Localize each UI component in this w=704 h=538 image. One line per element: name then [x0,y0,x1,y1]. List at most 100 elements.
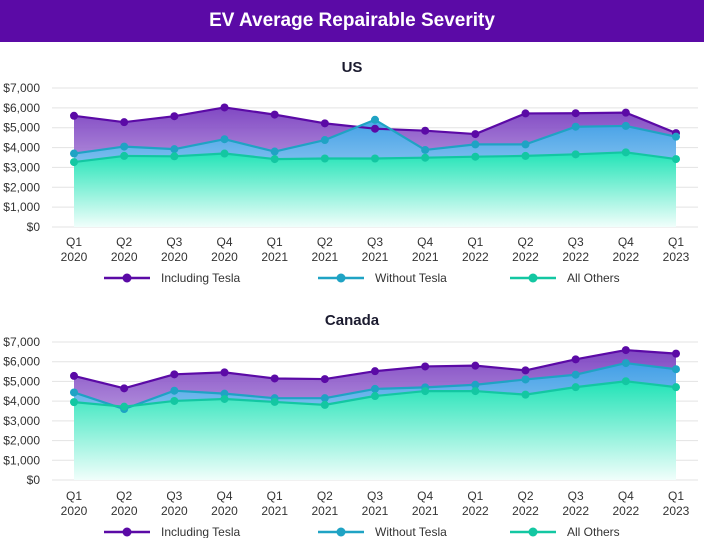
point-including-tesla [621,108,630,117]
point-including-tesla [320,375,329,384]
y-tick-label: $4,000 [3,141,40,155]
x-tick-label: Q1 [267,489,283,503]
point-all-others [672,383,680,392]
y-tick-label: $1,000 [3,453,40,467]
point-including-tesla [521,366,530,375]
chart-title-canada: Canada [324,312,380,329]
x-tick-label: Q2 [517,489,533,503]
point-including-tesla [270,110,279,119]
x-tick-label: 2020 [111,504,138,518]
point-including-tesla [220,368,229,377]
point-without-tesla [621,121,630,130]
point-including-tesla [371,124,379,133]
x-tick-label: 2021 [362,504,389,518]
point-all-others [270,155,279,164]
point-all-others [120,402,129,411]
point-without-tesla [170,386,179,395]
point-all-others [421,153,430,162]
legend-label-without-tesla: Without Tesla [375,271,447,285]
x-tick-label: Q4 [417,489,433,503]
point-all-others [320,400,329,409]
x-tick-label: 2022 [512,250,539,264]
point-without-tesla [170,145,179,154]
point-all-others [320,154,329,163]
x-tick-label: Q1 [668,489,684,503]
x-tick-label: 2022 [612,504,639,518]
point-without-tesla [270,147,279,156]
y-tick-label: $6,000 [3,101,40,115]
x-tick-label: Q4 [618,489,634,503]
y-tick-label: $7,000 [3,335,40,349]
x-tick-label: 2021 [311,250,338,264]
point-without-tesla [220,135,229,144]
point-including-tesla [421,126,430,135]
point-including-tesla [70,371,78,380]
x-tick-label: Q2 [517,235,533,249]
point-all-others [471,152,480,161]
point-all-others [672,155,680,164]
point-without-tesla [571,122,580,131]
x-tick-label: 2022 [462,250,489,264]
point-including-tesla [521,109,530,118]
legend-label-all-others: All Others [567,271,620,285]
x-tick-label: 2020 [61,250,88,264]
x-tick-label: 2022 [612,250,639,264]
y-tick-label: $0 [27,473,41,487]
y-tick-label: $1,000 [3,200,40,214]
legend-marker-without-tesla [336,527,346,537]
x-tick-label: 2023 [663,250,690,264]
x-tick-label: Q2 [317,489,333,503]
x-tick-label: Q2 [116,235,132,249]
x-tick-label: 2023 [663,504,690,518]
point-without-tesla [471,380,480,389]
point-including-tesla [170,370,179,379]
point-all-others [421,387,430,396]
x-tick-label: Q3 [166,235,182,249]
x-tick-label: Q1 [267,235,283,249]
x-tick-label: Q1 [66,235,82,249]
point-including-tesla [471,361,480,370]
point-without-tesla [371,384,379,393]
area-all-others [74,152,676,227]
legend-marker-without-tesla [336,273,346,283]
legend-label-including-tesla: Including Tesla [161,525,240,538]
point-including-tesla [571,355,580,364]
y-tick-label: $5,000 [3,374,40,388]
chart-us: $0 $1,000 $2,000 $3,000 $4,000 $5,000 $6,000 $7… [3,81,698,285]
x-tick-label: Q4 [216,235,232,249]
point-all-others [521,151,530,160]
x-tick-label: Q4 [618,235,634,249]
point-including-tesla [220,103,229,112]
x-tick-label: Q2 [116,489,132,503]
point-all-others [621,148,630,157]
x-tick-label: 2020 [161,504,188,518]
area-all-others [74,381,676,480]
y-tick-label: $4,000 [3,394,40,408]
x-tick-label: Q2 [317,235,333,249]
legend-marker-including-tesla [122,527,132,537]
y-tick-label: $6,000 [3,355,40,369]
point-including-tesla [320,119,329,128]
point-all-others [471,387,480,396]
x-tick-label: Q4 [216,489,232,503]
point-including-tesla [672,349,680,358]
point-including-tesla [621,346,630,355]
point-all-others [120,151,129,160]
point-without-tesla [672,132,680,141]
point-all-others [220,149,229,158]
point-without-tesla [621,359,630,368]
point-including-tesla [270,374,279,383]
point-without-tesla [521,375,530,384]
point-all-others [70,398,78,407]
x-tick-label: 2022 [512,504,539,518]
x-tick-label: Q1 [668,235,684,249]
x-tick-label: 2021 [412,504,439,518]
legend-label-all-others: All Others [567,525,620,538]
point-all-others [521,390,530,399]
y-tick-label: $7,000 [3,81,40,95]
point-all-others [170,152,179,161]
point-without-tesla [672,365,680,374]
y-tick-label: $3,000 [3,160,40,174]
x-tick-label: 2020 [211,250,238,264]
point-all-others [270,397,279,406]
